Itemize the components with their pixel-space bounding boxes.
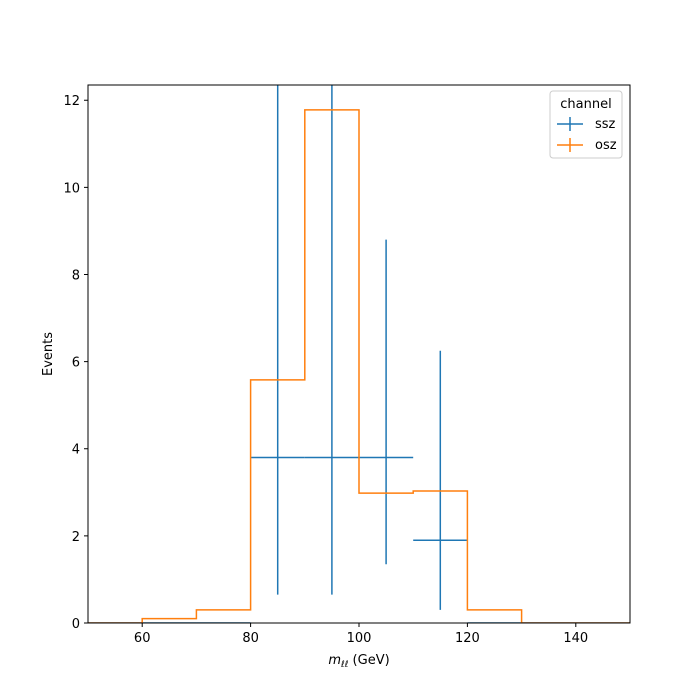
- x-axis-label-main: m: [328, 653, 341, 668]
- x-axis-label-sub: ℓℓ: [340, 660, 348, 670]
- x-tick-label-100: 100: [347, 631, 372, 646]
- x-tick-label-140: 140: [563, 631, 588, 646]
- y-tick-label-2: 2: [72, 530, 80, 545]
- y-tick-label-4: 4: [72, 443, 80, 458]
- legend-entry-osz: osz: [557, 138, 617, 153]
- y-tick-label-6: 6: [72, 356, 80, 371]
- y-tick-label-0: 0: [72, 617, 80, 632]
- plot-area: [88, 85, 630, 623]
- axis-ticks: 60 80 100 120 140 0 2 4 6 8 10 12: [63, 94, 588, 646]
- y-tick-label-10: 10: [63, 181, 80, 196]
- x-tick-label-120: 120: [455, 631, 480, 646]
- x-tick-label-60: 60: [134, 631, 151, 646]
- legend-label-osz: osz: [595, 138, 617, 153]
- y-axis-label: Events: [41, 332, 56, 376]
- x-axis-label-unit: (GeV): [348, 653, 389, 668]
- y-tick-label-8: 8: [72, 268, 80, 283]
- y-tick-label-12: 12: [63, 94, 80, 109]
- osz-step-line: [88, 109, 630, 623]
- x-tick-label-80: 80: [242, 631, 259, 646]
- legend: channel ssz osz: [549, 90, 623, 159]
- legend-box: [549, 90, 623, 159]
- legend-entry-ssz: ssz: [557, 117, 616, 132]
- x-axis-label: mℓℓ (GeV): [328, 653, 389, 670]
- legend-title: channel: [560, 97, 611, 112]
- legend-label-ssz: ssz: [595, 117, 616, 132]
